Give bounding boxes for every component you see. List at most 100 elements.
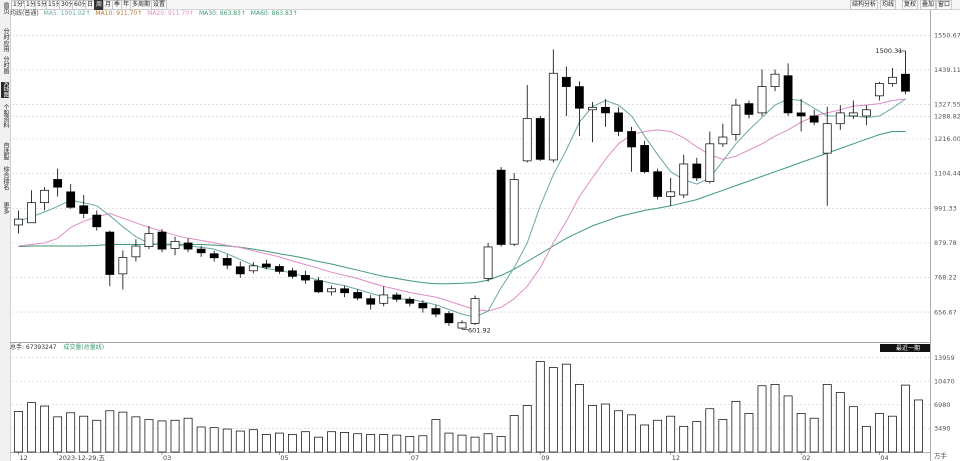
volume-bar xyxy=(457,434,467,453)
volume-bar xyxy=(640,424,650,453)
candle xyxy=(444,311,454,326)
volume-bar xyxy=(405,436,415,453)
candle-body xyxy=(27,202,36,224)
candle-body xyxy=(327,288,336,293)
price-tick-label: 1550.67 xyxy=(934,31,960,39)
candle-body xyxy=(314,280,323,293)
volume-tick-label: 6980 xyxy=(934,401,951,409)
volume-bar xyxy=(574,384,584,453)
candle-body xyxy=(574,86,584,109)
period-toolbar: 1分钟 1分 5分 15分 30分 60分日周月季年多周期 设置 结构分析 均线 复权 叠加 窗口 xyxy=(10,0,960,10)
volume-bar xyxy=(105,410,115,453)
candle-body xyxy=(783,75,793,114)
side-tab-6[interactable]: 个股资料 xyxy=(2,104,9,128)
volume-bar xyxy=(835,392,845,453)
side-tab-1[interactable]: 首页 xyxy=(2,2,9,14)
volume-bar xyxy=(379,434,389,453)
side-tab-3[interactable]: 应用 xyxy=(2,40,9,52)
candle-body xyxy=(692,163,702,179)
candle-body xyxy=(288,270,297,277)
candle-body xyxy=(770,73,780,87)
candle-body xyxy=(888,76,897,84)
volume-bar xyxy=(509,415,519,453)
tool-4[interactable]: 叠加 xyxy=(920,0,937,10)
side-tab-8[interactable]: 综合排名 xyxy=(2,166,9,190)
ma-long-line xyxy=(18,131,906,285)
volume-bar xyxy=(27,402,36,453)
volume-bar xyxy=(327,431,336,453)
candle xyxy=(392,292,402,302)
candle xyxy=(105,230,115,287)
x-tick-label: 12 xyxy=(672,454,680,461)
side-tab-7[interactable]: 自选股 xyxy=(2,142,9,160)
volume-bar xyxy=(666,415,676,453)
volume-bar xyxy=(92,419,102,453)
volume-bar xyxy=(53,416,63,453)
candle xyxy=(731,98,741,141)
volume-bar xyxy=(340,432,350,453)
candle-body xyxy=(92,214,102,228)
volume-bar xyxy=(157,420,167,453)
candle xyxy=(888,67,897,87)
volume-bar xyxy=(679,425,689,453)
candle-body xyxy=(757,86,767,114)
tool-5[interactable]: 窗口 xyxy=(936,0,953,10)
candle xyxy=(209,250,219,262)
candle-body xyxy=(522,118,532,162)
candle-body xyxy=(235,266,245,275)
volume-bar xyxy=(770,384,780,453)
volume-bar xyxy=(861,425,871,453)
candle xyxy=(627,126,636,172)
volume-bar xyxy=(848,406,858,453)
candle-body xyxy=(157,231,167,250)
volume-bar xyxy=(418,435,428,453)
candle xyxy=(353,289,363,301)
side-tab-4[interactable]: 分时图 xyxy=(2,56,9,74)
volume-bar xyxy=(79,415,89,453)
candle-body xyxy=(457,322,467,329)
ma30-label: MA30: 863.83↑ xyxy=(199,10,246,17)
candle xyxy=(874,81,884,101)
price-tick-label: 991.33 xyxy=(934,205,957,213)
candle-body xyxy=(496,169,506,245)
tool-3[interactable]: 复权 xyxy=(902,0,919,10)
candle xyxy=(653,168,663,200)
tool-2[interactable]: 均线 xyxy=(880,0,897,10)
candle-body xyxy=(131,245,141,258)
ma-short-line xyxy=(18,98,906,318)
volume-bar xyxy=(301,431,310,453)
volume-bar xyxy=(392,434,402,453)
volume-bar xyxy=(601,403,610,453)
volume-bar xyxy=(522,405,532,453)
volume-bar xyxy=(431,419,441,453)
candle-body xyxy=(861,109,871,117)
candle xyxy=(601,98,610,127)
candle-body xyxy=(366,298,376,305)
volume-bar xyxy=(483,433,493,453)
volume-bar xyxy=(783,395,793,453)
candle xyxy=(744,100,754,119)
candle xyxy=(692,157,702,181)
period-13[interactable]: 设置 xyxy=(151,0,168,10)
volume-bar xyxy=(627,414,636,453)
volume-bar xyxy=(288,434,297,453)
side-tab-9[interactable]: 更多 xyxy=(2,202,9,214)
volume-bar xyxy=(888,415,897,453)
side-tab-2[interactable]: 分时 xyxy=(2,28,9,40)
side-tab-5[interactable]: K线图 xyxy=(1,82,9,98)
candle-body xyxy=(822,123,832,154)
candle-body xyxy=(470,298,480,324)
candle-body xyxy=(431,308,441,315)
candle xyxy=(822,106,832,206)
ma5-label: MA5: 1001.02↑ xyxy=(43,10,91,17)
candle-body xyxy=(548,72,558,161)
candle-body xyxy=(509,179,519,245)
candle xyxy=(496,167,506,247)
candle xyxy=(470,295,480,325)
volume-bar xyxy=(914,399,923,453)
candle-body xyxy=(835,112,845,125)
volume-bar xyxy=(222,428,232,453)
tool-1[interactable]: 结构分析 xyxy=(850,0,879,10)
candle xyxy=(614,107,623,137)
